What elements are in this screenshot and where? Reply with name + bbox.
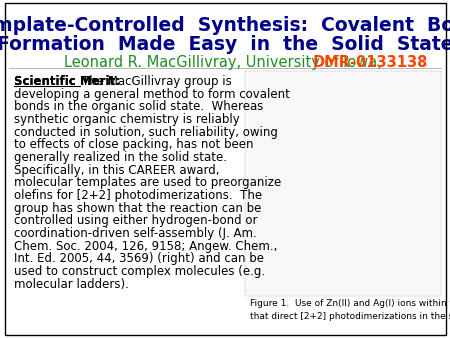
Text: that direct [2+2] photodimerizations in the solid state.: that direct [2+2] photodimerizations in … <box>250 312 450 321</box>
Text: Chem. Soc. 2004, 126, 9158; Angew. Chem.,: Chem. Soc. 2004, 126, 9158; Angew. Chem.… <box>14 240 277 253</box>
Text: used to construct complex molecules (e.g.: used to construct complex molecules (e.g… <box>14 265 265 278</box>
Text: coordination-driven self-assembly (J. Am.: coordination-driven self-assembly (J. Am… <box>14 227 256 240</box>
Text: generally realized in the solid state.: generally realized in the solid state. <box>14 151 226 164</box>
Text: Scientific Merit:: Scientific Merit: <box>14 75 120 88</box>
Text: Scientific Merit:: Scientific Merit: <box>14 75 120 88</box>
Text: controlled using either hydrogen-bond or: controlled using either hydrogen-bond or <box>14 214 257 227</box>
Text: molecular ladders).: molecular ladders). <box>14 278 128 291</box>
Text: conducted in solution, such reliability, owing: conducted in solution, such reliability,… <box>14 126 277 139</box>
Text: developing a general method to form covalent: developing a general method to form cova… <box>14 88 289 101</box>
Text: DMR-0133138: DMR-0133138 <box>312 55 427 70</box>
Text: synthetic organic chemistry is reliably: synthetic organic chemistry is reliably <box>14 113 239 126</box>
Text: Leonard R. MacGillivray, University of Iowa,: Leonard R. MacGillivray, University of I… <box>64 55 386 70</box>
Text: group has shown that the reaction can be: group has shown that the reaction can be <box>14 202 261 215</box>
Text: olefins for [2+2] photodimerizations.  The: olefins for [2+2] photodimerizations. Th… <box>14 189 261 202</box>
Text: Figure 1.  Use of Zn(II) and Ag(I) ions within templates: Figure 1. Use of Zn(II) and Ag(I) ions w… <box>250 299 450 308</box>
Text: to effects of close packing, has not been: to effects of close packing, has not bee… <box>14 139 253 151</box>
Text: Specifically, in this CAREER award,: Specifically, in this CAREER award, <box>14 164 219 177</box>
Text: bonds in the organic solid state.  Whereas: bonds in the organic solid state. Wherea… <box>14 100 263 113</box>
FancyBboxPatch shape <box>245 71 441 296</box>
Text: The MacGillivray group is: The MacGillivray group is <box>82 75 232 88</box>
Text: Template-Controlled  Synthesis:  Covalent  Bond: Template-Controlled Synthesis: Covalent … <box>0 16 450 35</box>
Text: Int. Ed. 2005, 44, 3569) (right) and can be: Int. Ed. 2005, 44, 3569) (right) and can… <box>14 252 264 265</box>
Text: molecular templates are used to preorganize: molecular templates are used to preorgan… <box>14 176 281 189</box>
Text: Formation  Made  Easy  in  the  Solid  State: Formation Made Easy in the Solid State <box>0 35 450 54</box>
